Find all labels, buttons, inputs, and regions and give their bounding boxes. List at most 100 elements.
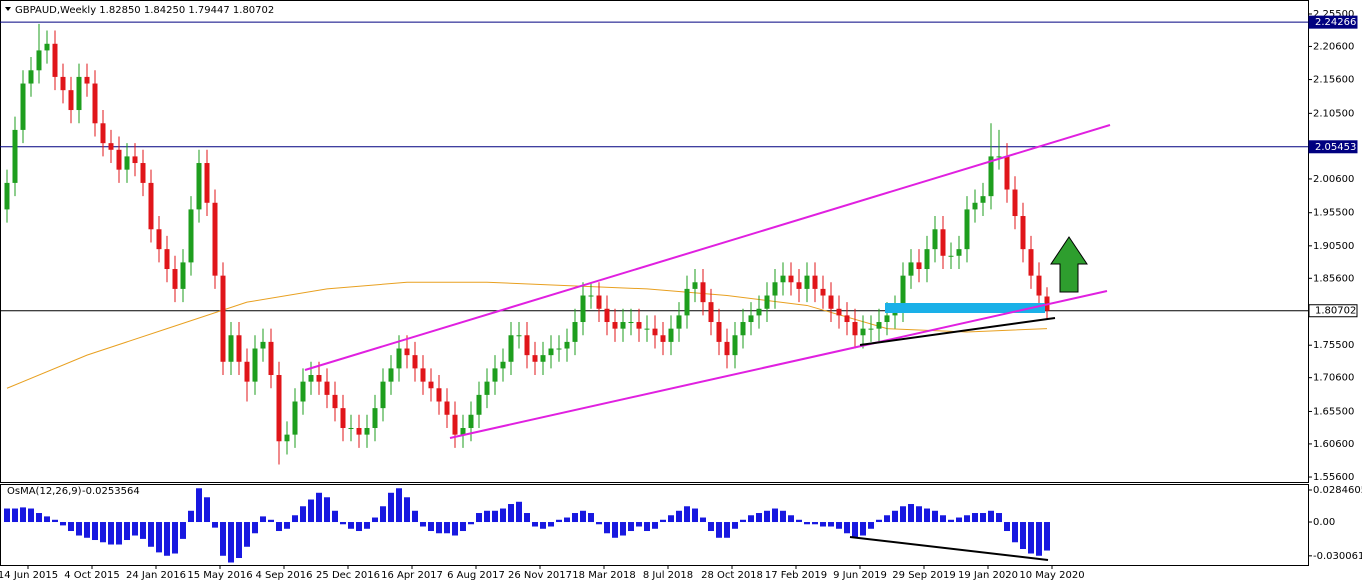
- candle-body: [508, 335, 514, 362]
- candle-body: [588, 295, 594, 297]
- candle-body: [596, 295, 602, 309]
- y-tick-label: 1.65500: [1313, 406, 1354, 417]
- candle-body: [268, 341, 274, 376]
- x-tick-label: 6 Aug 2017: [447, 570, 505, 581]
- candle-body: [580, 295, 586, 323]
- candle-body: [676, 315, 682, 329]
- candle-body: [564, 341, 570, 349]
- candle-body: [452, 414, 458, 435]
- osma-bar: [236, 522, 242, 559]
- osma-bar: [356, 522, 362, 532]
- candle-body: [844, 315, 850, 323]
- candle-body: [404, 348, 410, 356]
- osma-bar: [788, 515, 794, 523]
- osma-bar: [460, 522, 466, 532]
- osma-bar: [684, 506, 690, 523]
- osma-bar: [20, 507, 26, 523]
- candle-body: [316, 375, 322, 382]
- candle-body: [180, 262, 186, 289]
- osma-bar: [740, 519, 746, 523]
- back-layer: [0, 21, 1308, 389]
- osma-bar: [276, 522, 282, 532]
- y-tick-label: 1.55600: [1313, 472, 1354, 483]
- candle-body: [36, 50, 42, 71]
- osma-bar: [204, 497, 210, 523]
- osma-bar: [980, 513, 986, 523]
- osma-bar: [292, 515, 298, 523]
- candle-body: [908, 262, 914, 276]
- x-tick-label: 28 Oct 2018: [701, 570, 763, 581]
- candle-body: [804, 275, 810, 289]
- osma-bar: [268, 519, 274, 523]
- osma-bar: [796, 519, 802, 523]
- candle-body: [644, 328, 650, 330]
- candle-body: [716, 322, 722, 342]
- osma-bar: [524, 513, 530, 523]
- candle-body: [956, 249, 962, 256]
- x-tick-label: 29 Sep 2019: [892, 570, 955, 581]
- candle-body: [748, 315, 754, 323]
- candle-body: [260, 341, 266, 349]
- x-tick-label: 8 Jul 2018: [643, 570, 693, 581]
- candle-body: [900, 275, 906, 309]
- candle-body: [12, 129, 18, 183]
- candle-body: [492, 368, 498, 382]
- candle-body: [756, 308, 762, 316]
- osma-bar: [900, 506, 906, 523]
- marks-layer: [4, 23, 1050, 563]
- candle-body: [196, 163, 202, 210]
- candle-body: [980, 196, 986, 203]
- candle-body: [780, 275, 786, 283]
- level-label: 1.80702: [1315, 306, 1356, 317]
- osma-bar: [884, 515, 890, 523]
- candle-body: [332, 394, 338, 409]
- y-tick-label: 0.0284605: [1313, 485, 1362, 496]
- candle-body: [476, 394, 482, 415]
- osma-bar: [1028, 522, 1034, 554]
- osma-bar: [244, 522, 250, 547]
- candle-body: [556, 348, 562, 350]
- y-tick-label: 1.95500: [1313, 208, 1354, 219]
- candle-body: [660, 335, 666, 342]
- candle-body: [188, 209, 194, 263]
- candle-body: [108, 143, 114, 150]
- osma-bar: [996, 513, 1002, 523]
- osma-bar: [820, 522, 826, 527]
- osma-bar: [108, 522, 114, 545]
- candle-body: [876, 322, 882, 329]
- osma-bar: [556, 519, 562, 523]
- level-box: [1308, 304, 1358, 318]
- candle-body: [76, 76, 82, 111]
- candle-body: [236, 335, 242, 362]
- y-tick-label: -0.0300618: [1313, 551, 1362, 562]
- candle-body: [372, 408, 378, 429]
- osma-bar: [324, 497, 330, 523]
- osma-bar: [716, 522, 722, 538]
- osma-bar: [708, 522, 714, 532]
- osma-bar: [420, 522, 426, 527]
- osma-bar: [908, 504, 914, 523]
- osma-bar: [396, 488, 402, 523]
- x-tick-label: 17 Feb 2019: [765, 570, 827, 581]
- candle-body: [620, 322, 626, 329]
- candle-body: [68, 90, 74, 111]
- osma-bar: [28, 508, 34, 523]
- candle-body: [740, 322, 746, 336]
- osma-bar: [300, 506, 306, 523]
- candle-body: [836, 308, 842, 316]
- candle-body: [116, 149, 122, 170]
- divergence-price: [859, 317, 1056, 346]
- candle-body: [252, 348, 258, 382]
- candle-body: [292, 401, 298, 435]
- osma-bar: [956, 517, 962, 523]
- candle-body: [764, 295, 770, 309]
- y-tick-label: 1.85600: [1313, 273, 1354, 284]
- y-tick-label: 2.00600: [1313, 174, 1354, 185]
- osma-bar: [116, 522, 122, 545]
- osma-bar: [132, 522, 138, 536]
- candle-body: [276, 375, 282, 442]
- x-tick-label: 25 Dec 2016: [316, 570, 380, 581]
- osma-bar: [12, 508, 18, 523]
- candle-body: [20, 83, 26, 130]
- candle-body: [540, 355, 546, 362]
